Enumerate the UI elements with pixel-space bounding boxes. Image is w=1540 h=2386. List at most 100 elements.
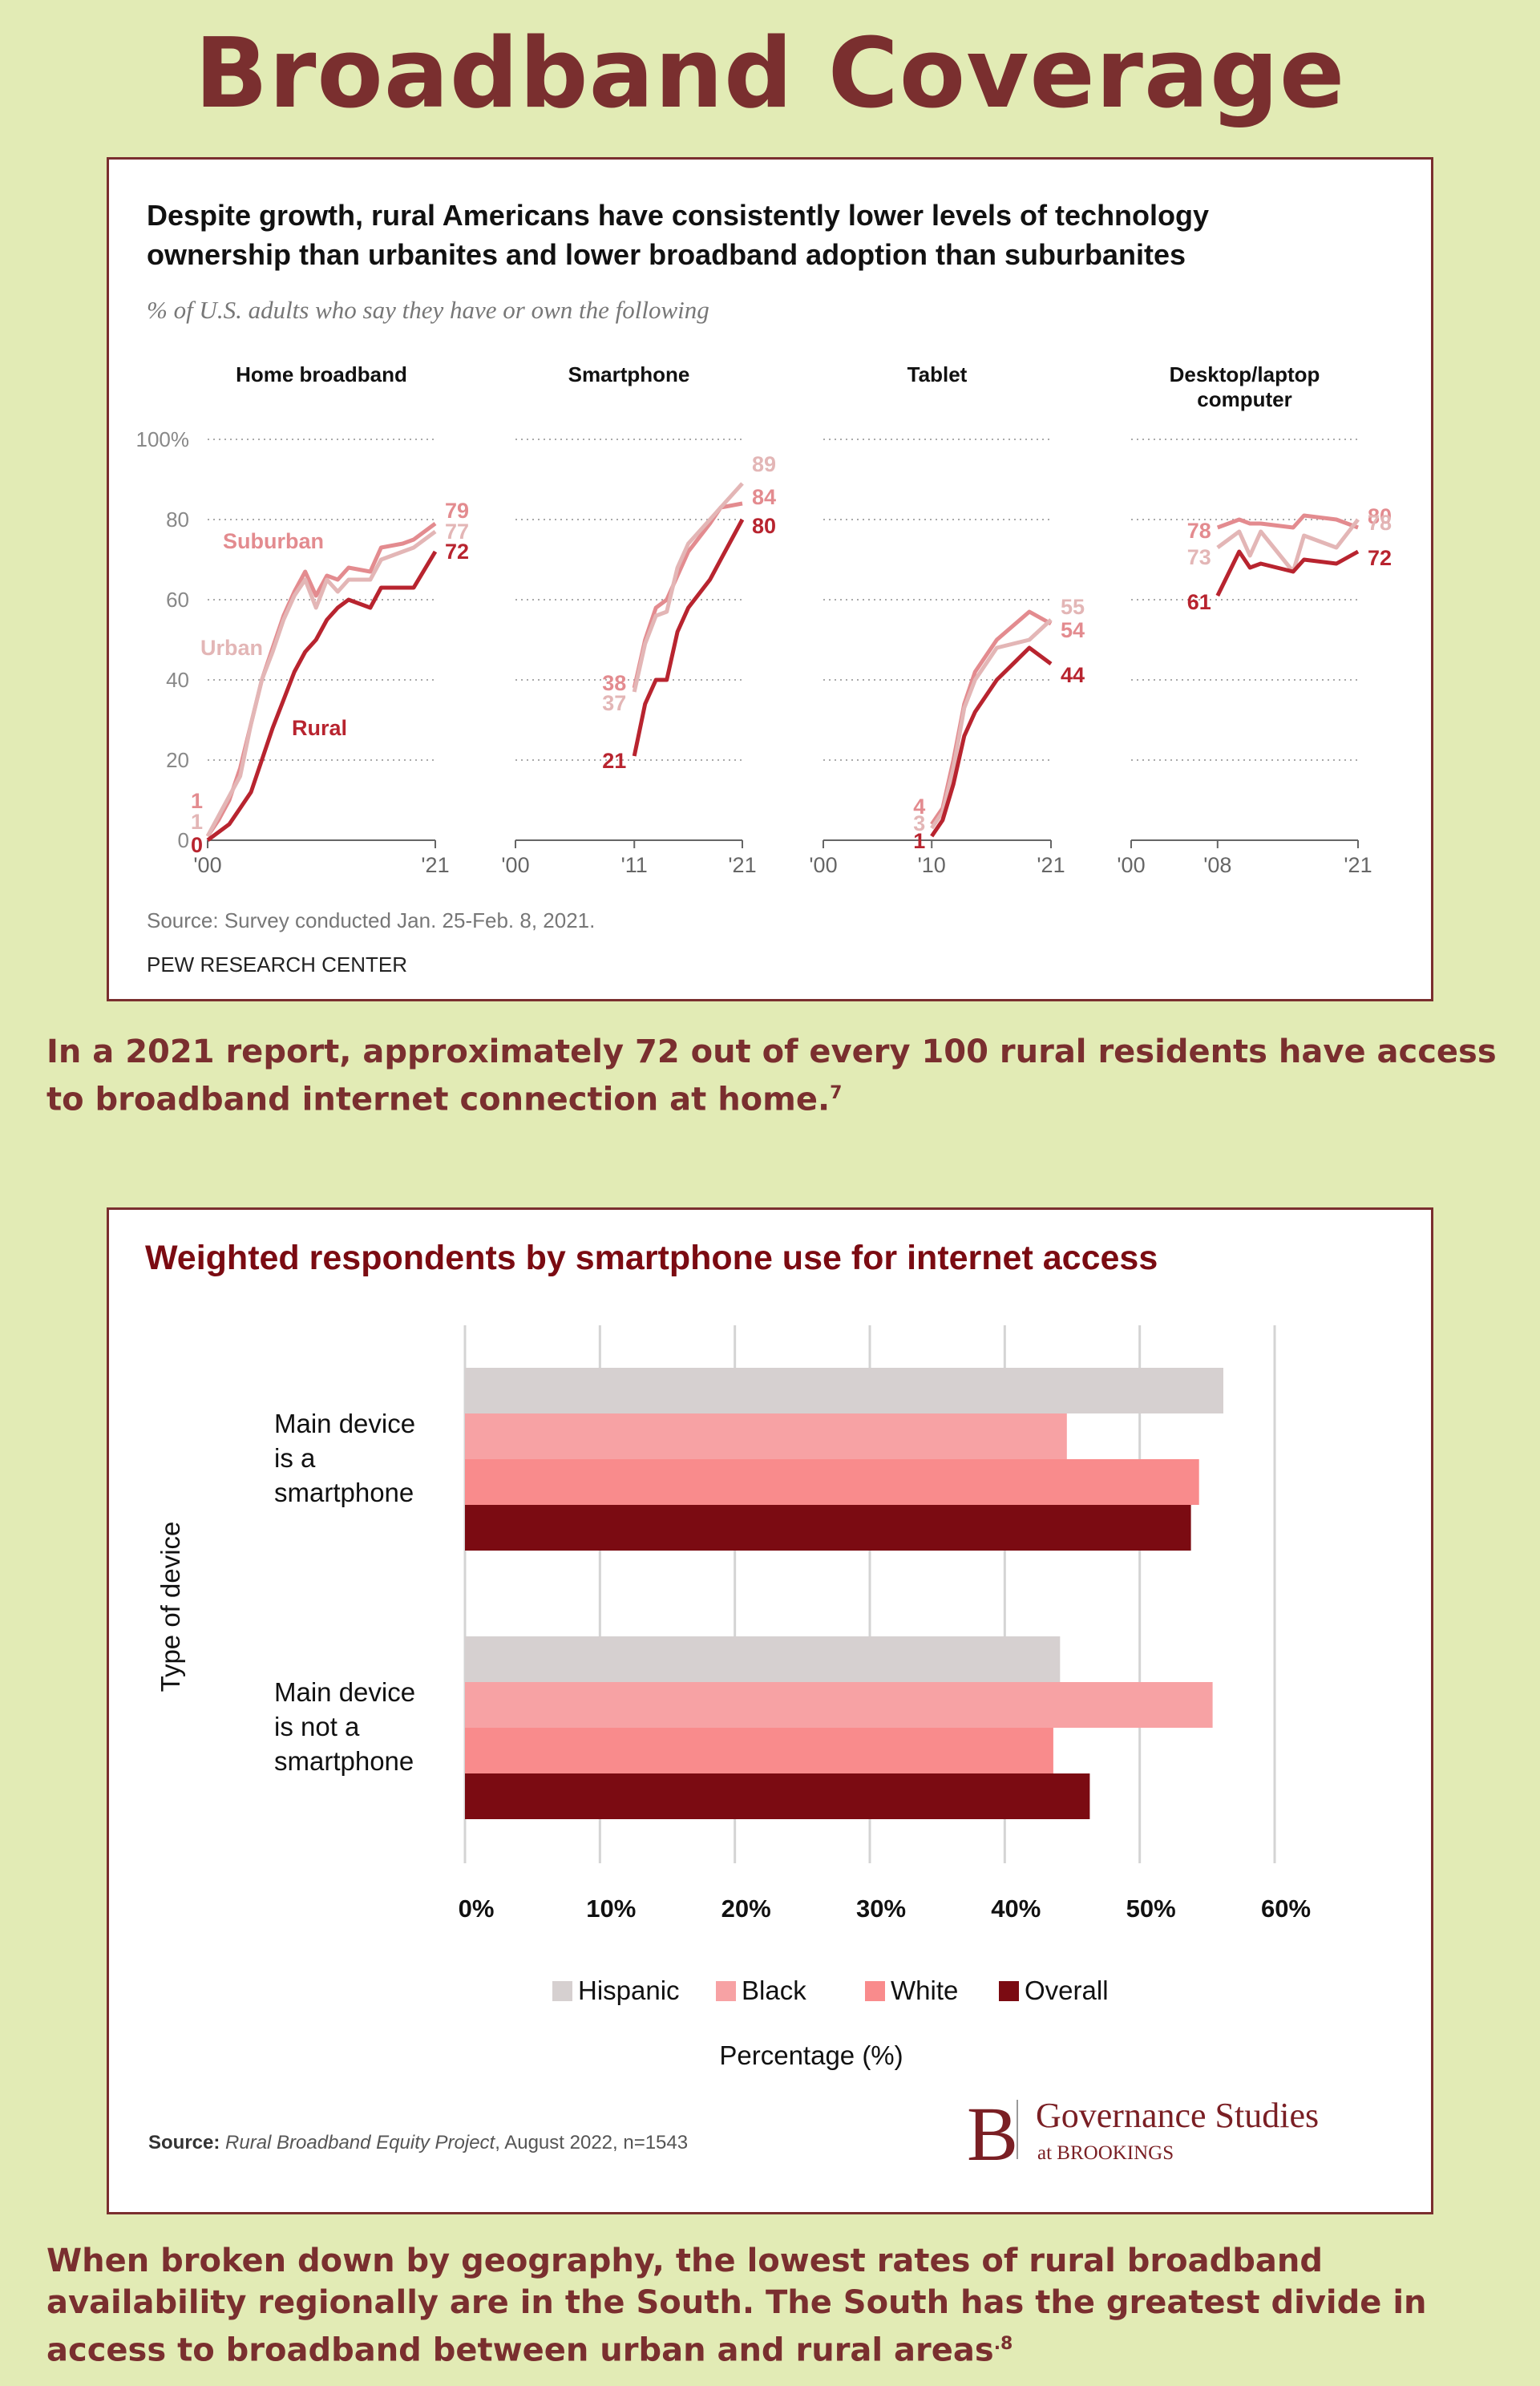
bar-category-label: is a bbox=[274, 1443, 316, 1473]
pew-start-label: 61 bbox=[1187, 590, 1211, 614]
legend-label-black: Black bbox=[742, 1976, 806, 2005]
caption2-text: When broken down by geography, the lowes… bbox=[46, 2242, 1427, 2369]
legend-label-overall: Overall bbox=[1025, 1976, 1109, 2005]
legend-swatch-black bbox=[716, 1981, 736, 2001]
pew-x-tick-label: '00 bbox=[809, 853, 837, 877]
bar-source-rest: , August 2022, n=1543 bbox=[495, 2132, 688, 2153]
bar-chart-title: Weighted respondents by smartphone use f… bbox=[145, 1239, 1158, 1277]
pew-start-label: 3 bbox=[913, 811, 925, 835]
bar-x-tick-label: 50% bbox=[1126, 1895, 1176, 1923]
bar-overall bbox=[465, 1773, 1090, 1819]
pew-end-label: 89 bbox=[752, 452, 776, 476]
bar-source-italic: Rural Broadband Equity Project bbox=[225, 2132, 496, 2153]
pew-title-line2: ownership than urbanites and lower broad… bbox=[147, 238, 1186, 271]
pew-y-tick-label: 80 bbox=[166, 508, 189, 532]
pew-line-urban bbox=[205, 529, 437, 838]
pew-y-tick-label: 60 bbox=[166, 588, 189, 612]
bar-x-tick-label: 40% bbox=[991, 1895, 1041, 1923]
pew-subtitle: % of U.S. adults who say they have or ow… bbox=[147, 296, 709, 324]
pew-chart-panel: Despite growth, rural Americans have con… bbox=[107, 157, 1433, 1001]
smartphone-bar-chart-panel: Weighted respondents by smartphone use f… bbox=[107, 1207, 1433, 2214]
bar-category-label: smartphone bbox=[274, 1746, 414, 1776]
pew-small-multiples-chart: Despite growth, rural Americans have con… bbox=[136, 199, 1392, 977]
pew-panel-title: Smartphone bbox=[568, 362, 690, 386]
bar-x-tick-label: 30% bbox=[856, 1895, 906, 1923]
pew-x-tick-label: '11 bbox=[621, 853, 648, 877]
pew-end-label: 54 bbox=[1061, 618, 1085, 642]
bar-y-axis-title: Type of device bbox=[156, 1522, 185, 1692]
pew-end-label: 79 bbox=[445, 499, 469, 523]
caption1-footnote: 7 bbox=[830, 1083, 843, 1103]
caption-broadband-2021: In a 2021 report, approximately 72 out o… bbox=[46, 1031, 1514, 1120]
bar-source-bold: Source: bbox=[148, 2132, 220, 2153]
pew-title-line1: Despite growth, rural Americans have con… bbox=[147, 199, 1209, 232]
pew-start-label: 78 bbox=[1187, 519, 1211, 543]
pew-end-label: 78 bbox=[1368, 511, 1392, 535]
pew-end-label: 55 bbox=[1061, 595, 1085, 619]
bar-black bbox=[465, 1682, 1213, 1728]
pew-line-rural bbox=[206, 550, 438, 843]
pew-x-tick-label: '00 bbox=[193, 853, 221, 877]
pew-start-label: 38 bbox=[602, 671, 626, 695]
brookings-logo-letter: B bbox=[967, 2091, 1018, 2177]
pew-start-label: 21 bbox=[602, 749, 626, 773]
pew-end-label: 44 bbox=[1061, 663, 1085, 687]
bar-white bbox=[465, 1459, 1199, 1505]
pew-end-label: 72 bbox=[445, 540, 469, 564]
pew-line-rural bbox=[632, 518, 745, 757]
pew-y-tick-label: 20 bbox=[166, 748, 189, 772]
pew-line-urban bbox=[930, 618, 1053, 830]
bar-source: Source: Rural Broadband Equity Project, … bbox=[148, 2132, 688, 2153]
pew-panel-title: computer bbox=[1197, 387, 1291, 411]
legend-swatch-overall bbox=[999, 1981, 1019, 2001]
pew-x-tick-label: '21 bbox=[1037, 853, 1065, 877]
pew-series-label-suburban: Suburban bbox=[223, 529, 324, 553]
pew-start-label: 1 bbox=[191, 810, 203, 834]
bar-category-label: smartphone bbox=[274, 1478, 414, 1507]
pew-x-tick-label: '10 bbox=[918, 853, 946, 877]
pew-line-rural bbox=[930, 645, 1053, 838]
pew-start-label: 1 bbox=[191, 789, 203, 813]
pew-panel-title: Home broadband bbox=[236, 362, 407, 386]
pew-start-label: 1 bbox=[913, 829, 925, 853]
legend-swatch-hispanic bbox=[552, 1981, 572, 2001]
pew-x-tick-label: '21 bbox=[421, 853, 449, 877]
pew-end-label: 80 bbox=[1368, 504, 1392, 528]
pew-panel-title: Tablet bbox=[907, 362, 968, 386]
pew-line-rural bbox=[1215, 549, 1360, 597]
pew-series-label-urban: Urban bbox=[200, 636, 263, 660]
pew-x-tick-label: '00 bbox=[1117, 853, 1145, 877]
pew-x-tick-label: '08 bbox=[1203, 853, 1231, 877]
bar-black bbox=[465, 1413, 1067, 1459]
pew-start-label: 4 bbox=[913, 795, 925, 819]
bar-category-label: is not a bbox=[274, 1712, 360, 1741]
pew-credit: PEW RESEARCH CENTER bbox=[147, 952, 407, 977]
pew-line-suburban bbox=[1216, 513, 1359, 530]
pew-start-label: 37 bbox=[602, 691, 626, 715]
brookings-logo: B Governance Studies at BROOKINGS bbox=[967, 2091, 1319, 2177]
pew-line-urban bbox=[632, 482, 744, 693]
pew-series-label-rural: Rural bbox=[292, 716, 347, 740]
bar-overall bbox=[465, 1505, 1191, 1551]
pew-end-label: 84 bbox=[752, 485, 776, 509]
legend-label-white: White bbox=[891, 1976, 958, 2005]
legend-label-hispanic: Hispanic bbox=[578, 1976, 680, 2005]
pew-end-label: 72 bbox=[1368, 546, 1392, 570]
caption1-text: In a 2021 report, approximately 72 out o… bbox=[46, 1033, 1497, 1118]
pew-end-label: 77 bbox=[445, 520, 469, 544]
smartphone-bar-chart: Weighted respondents by smartphone use f… bbox=[145, 1239, 1319, 2177]
brookings-logo-name: Governance Studies bbox=[1036, 2096, 1319, 2135]
bar-hispanic bbox=[465, 1636, 1061, 1682]
pew-x-tick-label: '21 bbox=[728, 853, 756, 877]
bar-white bbox=[465, 1728, 1053, 1773]
legend-swatch-white bbox=[865, 1981, 885, 2001]
bar-category-label: Main device bbox=[274, 1677, 415, 1707]
bar-x-axis-title: Percentage (%) bbox=[719, 2040, 903, 2070]
bar-category-label: Main device bbox=[274, 1409, 415, 1438]
pew-start-label: 0 bbox=[191, 833, 203, 857]
pew-line-urban bbox=[1216, 518, 1360, 574]
bar-hispanic bbox=[465, 1368, 1223, 1413]
pew-y-tick-label: 0 bbox=[178, 828, 189, 852]
pew-panel-title: Desktop/laptop bbox=[1170, 362, 1320, 386]
pew-x-tick-label: '00 bbox=[501, 853, 529, 877]
